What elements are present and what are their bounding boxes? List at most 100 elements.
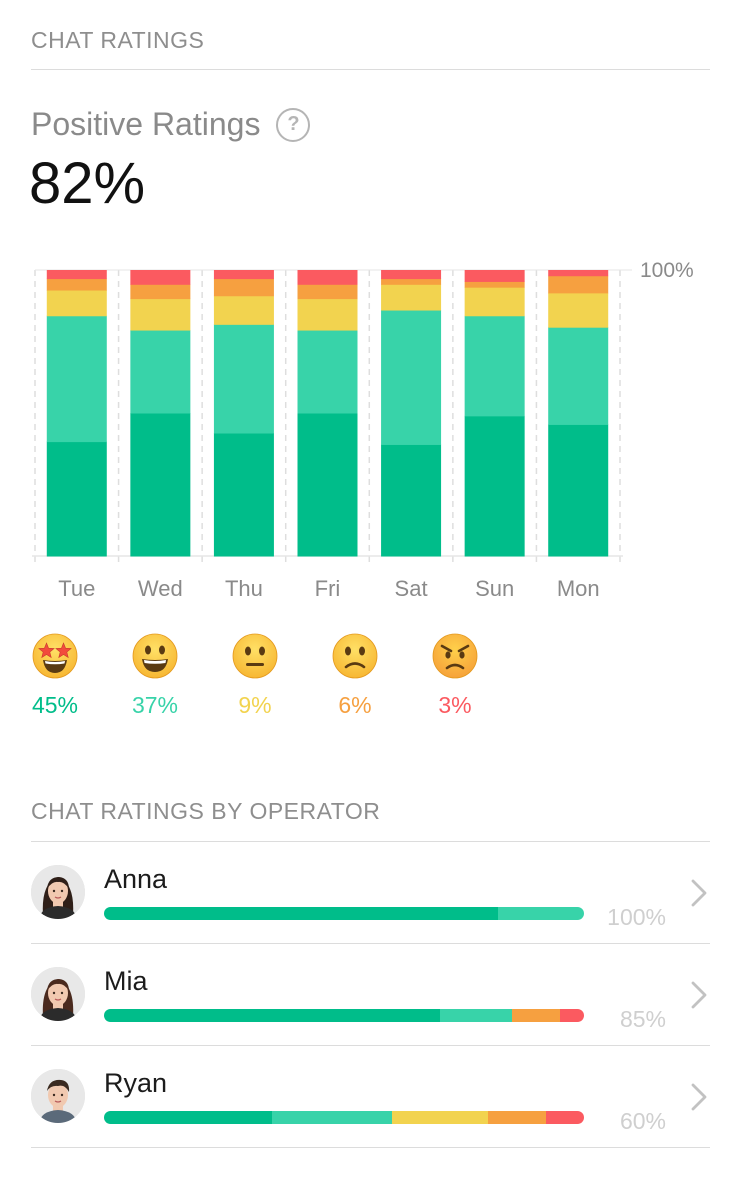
avatar bbox=[31, 1069, 85, 1123]
star-struck-face-icon bbox=[32, 633, 78, 679]
bar-sun-awful bbox=[464, 270, 525, 282]
bar-segment-good bbox=[272, 1111, 392, 1124]
bar-thu-neutral bbox=[213, 295, 274, 325]
bar-tue-amazing bbox=[46, 441, 107, 557]
rating-item-neutral: 9% bbox=[229, 632, 281, 719]
section-title-chat-ratings: CHAT RATINGS bbox=[31, 27, 205, 53]
bar-sun-bad bbox=[464, 281, 525, 288]
divider bbox=[31, 1045, 710, 1046]
positive-ratings-text: Positive Ratings bbox=[31, 106, 261, 142]
bar-segment-awful bbox=[560, 1009, 584, 1022]
rating-pct-bad: 6% bbox=[338, 692, 372, 718]
bar-mon-bad bbox=[548, 275, 609, 294]
avatar bbox=[31, 967, 85, 1021]
bar-segment-amazing bbox=[104, 1111, 272, 1124]
bar-segment-amazing bbox=[104, 1009, 440, 1022]
bar-tue-neutral bbox=[46, 290, 107, 317]
rating-item-good: 37% bbox=[129, 632, 181, 719]
bar-sat-awful bbox=[381, 270, 442, 280]
bar-fri-good bbox=[297, 330, 358, 414]
rating-breakdown: 45% 37% 9% 6% 3% bbox=[29, 632, 529, 732]
bar-wed-good bbox=[130, 330, 191, 414]
bar-mon-amazing bbox=[548, 424, 609, 557]
bar-thu-awful bbox=[213, 270, 274, 280]
divider bbox=[31, 1147, 710, 1148]
rating-pct-awful: 3% bbox=[438, 692, 472, 718]
grinning-face-icon bbox=[132, 633, 178, 679]
bar-fri-amazing bbox=[297, 413, 358, 557]
chevron-right-icon[interactable] bbox=[688, 1082, 710, 1112]
rating-pct-amazing: 45% bbox=[31, 692, 79, 718]
bar-mon-neutral bbox=[548, 292, 609, 328]
bar-tue-awful bbox=[46, 270, 107, 280]
operator-name: Mia bbox=[104, 966, 148, 996]
question-circle-icon[interactable]: ? bbox=[276, 107, 311, 142]
chart-plot-area: Tue Wed Thu Fri Sat Sun Mon bbox=[32, 269, 632, 601]
bar-sat-neutral bbox=[381, 284, 442, 311]
bar-wed-bad bbox=[130, 284, 191, 300]
rating-pct-neutral: 9% bbox=[238, 692, 272, 718]
x-tick-label: Wed bbox=[138, 576, 183, 601]
bar-thu-amazing bbox=[213, 433, 274, 557]
angry-face-icon bbox=[432, 633, 478, 679]
operator-rating-bar bbox=[104, 907, 584, 920]
bar-segment-bad bbox=[488, 1111, 546, 1124]
bar-segment-neutral bbox=[392, 1111, 488, 1124]
x-tick-label: Tue bbox=[58, 576, 95, 601]
operator-row-anna[interactable]: Anna 100% bbox=[31, 842, 710, 944]
operator-pct: 85% bbox=[619, 1006, 666, 1032]
bar-sun-good bbox=[464, 315, 525, 417]
bar-thu-bad bbox=[213, 278, 274, 297]
rating-pct-good: 37% bbox=[131, 692, 179, 718]
operator-pct: 60% bbox=[619, 1108, 666, 1134]
slightly-frowning-face-icon bbox=[332, 633, 378, 679]
operator-pct: 100% bbox=[607, 904, 666, 930]
avatar bbox=[31, 865, 85, 919]
daily-ratings-chart: Tue Wed Thu Fri Sat Sun Mon 100% bbox=[32, 259, 694, 601]
bar-fri-bad bbox=[297, 284, 358, 300]
chevron-right-icon[interactable] bbox=[688, 980, 710, 1010]
bar-segment-good bbox=[440, 1009, 512, 1022]
bar-wed-neutral bbox=[130, 298, 191, 331]
divider bbox=[31, 69, 710, 70]
bar-wed-amazing bbox=[130, 413, 191, 557]
x-tick-label: Fri bbox=[315, 576, 341, 601]
y-tick-label: 100% bbox=[640, 259, 694, 282]
bar-sat-good bbox=[381, 310, 442, 445]
bar-sun-neutral bbox=[464, 287, 525, 317]
bar-segment-bad bbox=[512, 1009, 560, 1022]
bar-sat-bad bbox=[381, 278, 442, 285]
x-tick-label: Thu bbox=[225, 576, 263, 601]
bar-sat-amazing bbox=[381, 444, 442, 557]
neutral-face-icon bbox=[232, 633, 278, 679]
operator-row-mia[interactable]: Mia 85% bbox=[31, 944, 710, 1046]
operator-name: Anna bbox=[104, 864, 168, 894]
bar-segment-awful bbox=[545, 1111, 584, 1124]
bar-wed-awful bbox=[130, 270, 191, 285]
operator-rating-bar bbox=[104, 1111, 584, 1124]
rating-item-bad: 6% bbox=[329, 632, 381, 719]
bar-tue-bad bbox=[46, 278, 107, 291]
bar-fri-awful bbox=[297, 270, 358, 285]
chevron-right-icon[interactable] bbox=[688, 878, 710, 908]
divider bbox=[31, 841, 710, 842]
x-tick-label: Sun bbox=[475, 576, 514, 601]
bar-tue-good bbox=[46, 315, 107, 443]
rating-item-awful: 3% bbox=[429, 632, 481, 719]
positive-ratings-value: 82% bbox=[29, 151, 146, 216]
bar-segment-good bbox=[497, 907, 584, 920]
x-tick-label: Sat bbox=[395, 576, 428, 601]
x-tick-label: Mon bbox=[557, 576, 600, 601]
bar-segment-amazing bbox=[104, 907, 498, 920]
bar-fri-neutral bbox=[297, 298, 358, 331]
rating-item-amazing: 45% bbox=[29, 632, 81, 719]
bar-mon-good bbox=[548, 327, 609, 425]
bar-thu-good bbox=[213, 324, 274, 434]
section-title-operators: CHAT RATINGS BY OPERATOR bbox=[31, 798, 381, 824]
bar-sun-amazing bbox=[464, 415, 525, 557]
operator-name: Ryan bbox=[104, 1068, 168, 1098]
operator-rating-bar bbox=[104, 1009, 584, 1022]
divider bbox=[31, 943, 710, 944]
bar-mon-awful bbox=[548, 270, 609, 277]
operator-row-ryan[interactable]: Ryan 60% bbox=[31, 1046, 710, 1148]
